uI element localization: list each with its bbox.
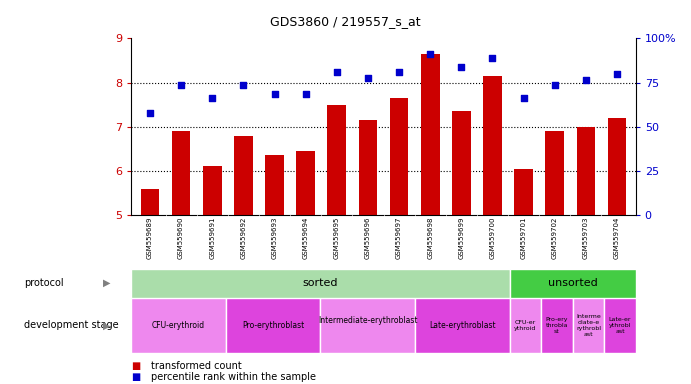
- Point: [394, 68, 405, 74]
- Point: [176, 82, 187, 88]
- Text: GSM559696: GSM559696: [365, 217, 371, 259]
- Bar: [573, 298, 604, 353]
- Text: ▶: ▶: [104, 278, 111, 288]
- Bar: [328, 104, 346, 384]
- Bar: [421, 54, 439, 384]
- Text: CFU-erythroid: CFU-erythroid: [152, 321, 205, 330]
- Bar: [576, 127, 595, 384]
- Point: [518, 95, 529, 101]
- Text: development stage: development stage: [24, 320, 119, 331]
- Text: Pro-ery
throbla
st: Pro-ery throbla st: [546, 317, 568, 334]
- Text: sorted: sorted: [303, 278, 338, 288]
- Point: [487, 55, 498, 61]
- Text: unsorted: unsorted: [548, 278, 598, 288]
- Point: [549, 82, 560, 88]
- Bar: [509, 269, 636, 298]
- Text: GSM559693: GSM559693: [272, 217, 278, 259]
- Bar: [265, 156, 284, 384]
- Text: GSM559690: GSM559690: [178, 217, 184, 259]
- Text: transformed count: transformed count: [151, 361, 241, 371]
- Text: GSM559692: GSM559692: [240, 217, 247, 259]
- Text: percentile rank within the sample: percentile rank within the sample: [151, 372, 316, 382]
- Bar: [545, 131, 564, 384]
- Bar: [415, 298, 509, 353]
- Bar: [203, 167, 222, 384]
- Text: GSM559701: GSM559701: [520, 217, 527, 259]
- Bar: [226, 298, 321, 353]
- Text: ▶: ▶: [104, 320, 111, 331]
- Text: GSM559702: GSM559702: [551, 217, 558, 259]
- Bar: [131, 269, 509, 298]
- Point: [269, 91, 280, 97]
- Bar: [321, 298, 415, 353]
- Text: Intermediate-erythroblast: Intermediate-erythroblast: [318, 316, 417, 335]
- Point: [331, 68, 342, 74]
- Bar: [172, 131, 191, 384]
- Text: GSM559697: GSM559697: [396, 217, 402, 259]
- Text: protocol: protocol: [24, 278, 64, 288]
- Text: GSM559699: GSM559699: [458, 217, 464, 259]
- Bar: [541, 298, 573, 353]
- Text: Pro-erythroblast: Pro-erythroblast: [242, 321, 304, 330]
- Bar: [234, 136, 253, 384]
- Bar: [141, 189, 160, 384]
- Text: GSM559704: GSM559704: [614, 217, 620, 259]
- Point: [612, 71, 623, 77]
- Bar: [514, 169, 533, 384]
- Text: GSM559703: GSM559703: [583, 217, 589, 259]
- Bar: [483, 76, 502, 384]
- Text: GSM559691: GSM559691: [209, 217, 216, 259]
- Text: GSM559698: GSM559698: [427, 217, 433, 259]
- Text: Interme
diate-e
rythrobl
ast: Interme diate-e rythrobl ast: [576, 314, 601, 337]
- Text: ■: ■: [131, 372, 140, 382]
- Bar: [509, 298, 541, 353]
- Point: [456, 64, 467, 70]
- Bar: [607, 118, 626, 384]
- Point: [300, 91, 311, 97]
- Point: [580, 77, 591, 83]
- Text: ■: ■: [131, 361, 140, 371]
- Bar: [452, 111, 471, 384]
- Point: [207, 95, 218, 101]
- Point: [425, 51, 436, 57]
- Text: Late-er
ythrobl
ast: Late-er ythrobl ast: [609, 317, 631, 334]
- Text: GSM559689: GSM559689: [147, 217, 153, 259]
- Bar: [131, 298, 226, 353]
- Bar: [359, 120, 377, 384]
- Point: [238, 82, 249, 88]
- Text: GDS3860 / 219557_s_at: GDS3860 / 219557_s_at: [270, 15, 421, 28]
- Text: GSM559694: GSM559694: [303, 217, 309, 259]
- Point: [362, 75, 373, 81]
- Bar: [604, 298, 636, 353]
- Point: [144, 111, 155, 117]
- Text: GSM559700: GSM559700: [489, 217, 495, 259]
- Bar: [390, 98, 408, 384]
- Text: GSM559695: GSM559695: [334, 217, 340, 259]
- Text: Late-erythroblast: Late-erythroblast: [429, 321, 495, 330]
- Bar: [296, 151, 315, 384]
- Text: CFU-er
ythroid: CFU-er ythroid: [514, 320, 537, 331]
